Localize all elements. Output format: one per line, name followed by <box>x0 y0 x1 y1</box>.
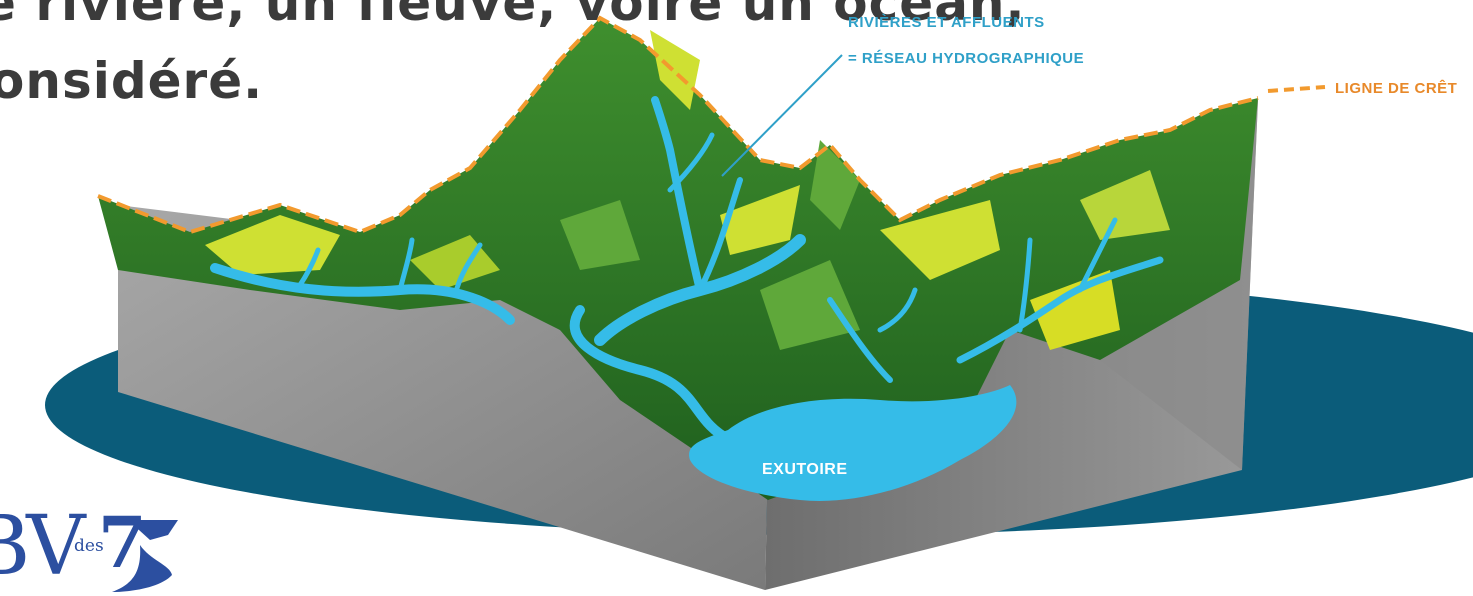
logo-digit: 7 <box>98 501 147 584</box>
crest-dash-icon <box>1267 85 1326 93</box>
meadow-patch <box>1030 270 1120 350</box>
logo: BV des 7 <box>0 506 180 596</box>
block-left-face <box>118 205 768 590</box>
network-label: = Réseau hydrographique <box>848 50 1085 67</box>
logo-sub: des <box>74 536 104 556</box>
meadow-patch <box>720 185 800 255</box>
rivers-label: Rivières et affluents <box>848 14 1045 31</box>
crest-line-label: Ligne de crêt <box>1335 80 1458 97</box>
terrain-forest <box>98 18 1258 500</box>
rivers-leader <box>721 54 843 177</box>
meadow-patch <box>205 215 340 275</box>
outlet-lake <box>689 385 1017 501</box>
logo-wave-icon <box>112 520 178 592</box>
river-network <box>210 96 1164 445</box>
meadow-patch <box>880 200 1000 280</box>
meadow-patch <box>1080 170 1170 240</box>
crest-line <box>97 15 1259 235</box>
outlet-label: Exutoire <box>762 461 848 478</box>
logo-text: BV <box>0 499 86 594</box>
headline-line-1: e rivière, un fleuve, voire un océan, <box>0 0 1026 32</box>
meadow-patch <box>650 30 700 110</box>
meadow-patch <box>760 260 860 350</box>
headline-line-2: onsidéré. <box>0 52 264 110</box>
meadow-patch <box>560 200 640 270</box>
meadow-patch <box>810 140 860 230</box>
